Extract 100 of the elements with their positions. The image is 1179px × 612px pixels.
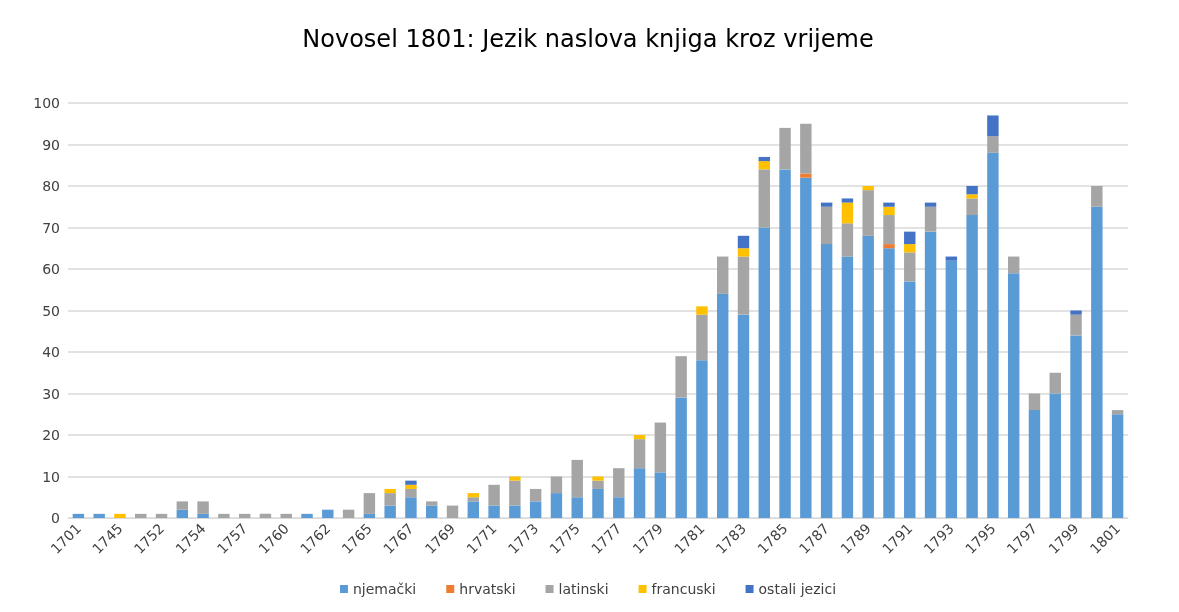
bar — [945, 260, 958, 518]
bar — [758, 169, 770, 228]
bar — [758, 227, 770, 518]
bar — [72, 513, 85, 518]
bar — [1007, 273, 1020, 518]
bar — [1028, 410, 1041, 518]
y-tick-label: 30 — [42, 385, 60, 402]
bar — [883, 248, 895, 518]
bar — [987, 136, 999, 153]
bar — [384, 493, 396, 506]
y-tick-label: 60 — [42, 261, 60, 277]
bar — [301, 513, 313, 518]
bar — [509, 505, 521, 518]
bar — [945, 256, 958, 261]
bar — [924, 202, 937, 207]
bar — [93, 513, 105, 518]
bar — [904, 281, 916, 518]
bar — [550, 476, 563, 494]
bar — [1049, 372, 1061, 394]
bar — [1049, 393, 1061, 518]
bar — [571, 497, 583, 518]
bar — [238, 513, 251, 518]
bar — [592, 488, 604, 518]
bar — [758, 156, 770, 162]
bar — [176, 509, 189, 518]
bar — [675, 397, 687, 518]
bar — [716, 293, 729, 518]
bar — [924, 231, 937, 518]
bar — [426, 505, 438, 518]
bar — [405, 488, 417, 498]
bar — [924, 206, 937, 232]
bar — [467, 497, 480, 502]
y-tick-label: 100 — [33, 95, 60, 111]
bar — [883, 244, 895, 249]
bar — [1070, 335, 1082, 518]
bar — [1070, 314, 1082, 336]
bar — [737, 248, 750, 257]
legend-label: ostali jezici — [758, 581, 837, 597]
bar — [529, 501, 542, 518]
bar — [987, 152, 999, 518]
bar — [197, 501, 209, 514]
bar — [529, 488, 542, 502]
bar — [904, 244, 916, 253]
bar — [883, 206, 895, 216]
bar — [592, 476, 604, 481]
y-tick-label: 20 — [42, 427, 60, 443]
bar — [966, 186, 978, 195]
bar — [446, 505, 459, 518]
y-tick-label: 70 — [42, 219, 60, 236]
bar — [488, 484, 500, 506]
bar — [841, 256, 854, 518]
bar — [654, 472, 667, 518]
legend-label: hrvatski — [459, 581, 516, 597]
bar — [820, 202, 833, 207]
bar — [488, 505, 500, 518]
legend-label: njemački — [352, 581, 417, 597]
bar — [800, 177, 812, 518]
bar — [800, 123, 812, 174]
bar — [841, 202, 854, 224]
bar — [571, 459, 583, 498]
bar — [966, 194, 978, 199]
bar — [218, 513, 230, 518]
bar — [384, 488, 396, 494]
y-tick-label: 40 — [42, 344, 60, 360]
bar — [820, 206, 833, 245]
y-tick-label: 90 — [42, 136, 60, 153]
y-tick-label: 10 — [42, 468, 60, 485]
bar — [1111, 414, 1124, 518]
bar — [322, 509, 334, 518]
y-tick-label: 80 — [42, 178, 60, 194]
bar — [613, 497, 625, 518]
bar — [1007, 256, 1020, 274]
bar — [509, 480, 521, 506]
bar — [675, 356, 687, 398]
bar — [862, 235, 874, 518]
bar — [779, 169, 791, 518]
legend-label: latinski — [558, 581, 609, 597]
bar — [696, 314, 708, 361]
bar — [966, 215, 978, 518]
bar — [342, 509, 355, 518]
bar — [135, 513, 147, 518]
bar — [259, 513, 272, 518]
bar — [592, 480, 604, 489]
bar — [737, 256, 750, 315]
legend-label: francuski — [651, 581, 716, 597]
bar — [696, 306, 708, 315]
bar — [654, 422, 667, 473]
bar — [363, 493, 376, 514]
bar — [1111, 410, 1124, 415]
bar — [904, 252, 916, 282]
bar — [716, 256, 729, 294]
bar — [633, 468, 646, 518]
bar — [405, 497, 417, 518]
bar — [737, 235, 750, 249]
bar — [1028, 393, 1041, 411]
chart-title: Novosel 1801: Jezik naslova knjiga kroz vrijeme — [302, 25, 874, 53]
bar — [758, 161, 770, 170]
bar — [509, 476, 521, 481]
bar — [841, 223, 854, 257]
bar — [862, 190, 874, 236]
